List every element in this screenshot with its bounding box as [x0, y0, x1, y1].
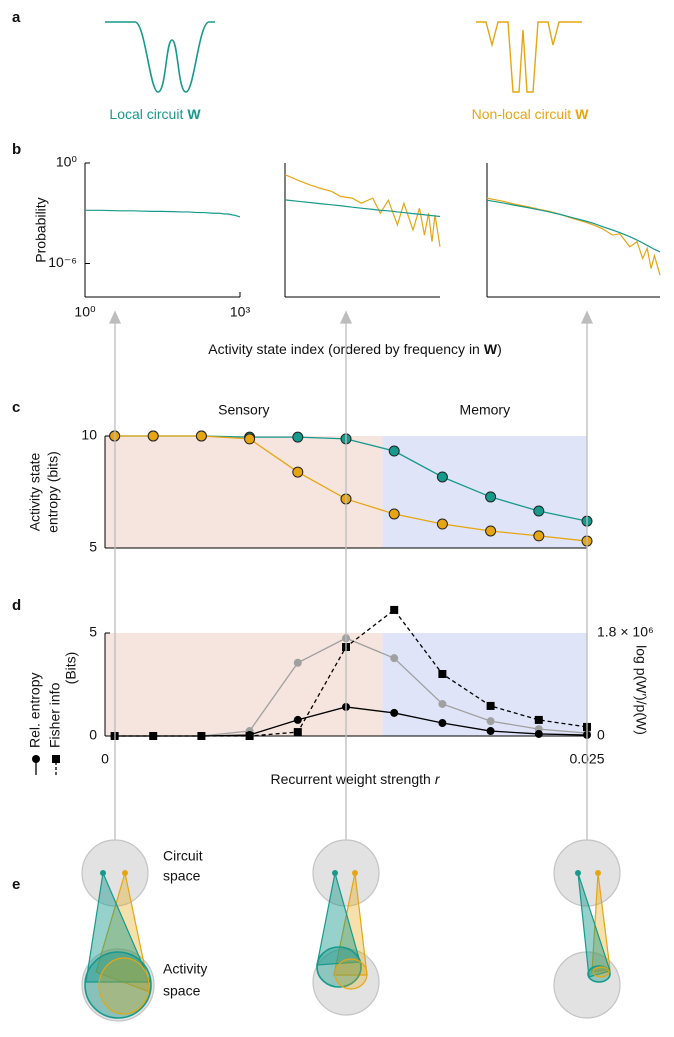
- space-diagrams: [81, 839, 621, 1022]
- marker: [438, 719, 447, 728]
- marker: [390, 654, 399, 663]
- y2-tick-label: 0: [597, 727, 605, 743]
- x-axis-label: Activity state index (ordered by frequen…: [208, 341, 501, 357]
- y-tick-label: 10⁰: [56, 154, 78, 170]
- marker: [534, 729, 543, 738]
- y-tick-label: 5: [89, 624, 97, 640]
- weight-profile: [105, 21, 215, 93]
- panel-label: d: [12, 597, 21, 614]
- series-line: [486, 197, 661, 276]
- y-axis-label: (Bits): [63, 652, 79, 685]
- circuit-label: Non-local circuit W: [472, 106, 590, 122]
- y-tick-label: 0: [89, 727, 97, 743]
- legend-marker: [52, 755, 60, 763]
- chart: [486, 163, 661, 298]
- space-label: Activity: [163, 961, 207, 977]
- charts: 10⁰ 10⁻⁶ 10⁰ 10³ Sensory Memory 5 10 0 5 0 1.8 × 10…: [48, 154, 661, 767]
- x-tick-label: 10⁰: [74, 304, 96, 320]
- label-symbol: r: [435, 771, 441, 787]
- region: [105, 436, 383, 548]
- chart: [284, 163, 441, 298]
- label-symbol: W: [484, 341, 498, 357]
- label-text: Activity state index (ordered by frequen…: [208, 341, 480, 357]
- space-label: space: [163, 868, 201, 884]
- marker: [147, 430, 159, 442]
- region-label: Sensory: [218, 402, 269, 418]
- series-line: [284, 174, 441, 247]
- y-tick-label: 5: [89, 539, 97, 555]
- marker: [149, 732, 158, 740]
- y-tick-label: 10⁻⁶: [48, 254, 77, 270]
- series-line: [85, 209, 241, 218]
- marker: [486, 701, 495, 710]
- marker: [485, 525, 497, 537]
- legend-label: Fisher info: [47, 682, 63, 748]
- weight-profile: [476, 21, 582, 93]
- marker: [388, 508, 400, 520]
- marker: [534, 715, 543, 724]
- legend-label: Rel. entropy: [27, 673, 43, 748]
- x-axis-label: Recurrent weight strength r: [271, 771, 441, 787]
- label-symbol: W: [187, 106, 201, 122]
- marker: [388, 445, 400, 457]
- region: [382, 436, 587, 548]
- marker: [438, 699, 447, 708]
- chart: Sensory Memory 5 10: [81, 402, 593, 555]
- panel-label: b: [12, 141, 21, 158]
- marker: [436, 471, 448, 483]
- chart: 10⁰ 10⁻⁶ 10⁰ 10³: [48, 154, 250, 320]
- region-label: Memory: [460, 402, 511, 418]
- y-axis-label: Probability: [33, 197, 49, 262]
- region: [105, 633, 383, 736]
- marker: [292, 466, 304, 478]
- circuit-label: Local circuit W: [109, 106, 201, 122]
- marker: [245, 730, 254, 739]
- panel-label: a: [12, 9, 21, 26]
- legend-marker: [32, 755, 40, 763]
- x-tick-label: 0: [101, 751, 109, 767]
- y-axis-label: entropy (bits): [45, 451, 61, 533]
- legend: Rel. entropy Fisher info: [27, 673, 63, 775]
- marker: [533, 530, 545, 542]
- space-label: Circuit: [163, 848, 203, 864]
- x-tick-label: 10³: [230, 304, 251, 320]
- panel-label: c: [12, 399, 20, 416]
- marker: [293, 658, 302, 667]
- marker: [485, 491, 497, 503]
- marker: [486, 717, 495, 726]
- y2-tick-label: 1.8 × 10⁶: [597, 624, 654, 640]
- region: [382, 633, 587, 736]
- space-label: space: [163, 983, 201, 999]
- series-line: [284, 199, 441, 218]
- marker: [438, 669, 447, 678]
- marker: [486, 727, 495, 736]
- marker: [436, 518, 448, 530]
- label-text: Local circuit: [109, 106, 183, 122]
- marker: [293, 728, 302, 737]
- marker: [533, 505, 545, 517]
- label-text: Non-local circuit: [472, 106, 572, 122]
- label-symbol: W: [575, 106, 589, 122]
- series-line: [486, 199, 661, 253]
- marker: [244, 433, 256, 445]
- marker: [197, 732, 206, 740]
- marker: [293, 715, 302, 724]
- marker: [390, 605, 399, 614]
- y-tick-label: 10: [81, 427, 97, 443]
- marker: [292, 431, 304, 443]
- y2-axis-label: log p(W′)/p(W): [633, 645, 649, 735]
- marker: [195, 430, 207, 442]
- label-text: Recurrent weight strength: [271, 771, 431, 787]
- label-text: ): [497, 341, 502, 357]
- panel-label: e: [12, 876, 20, 893]
- y-axis-label: Activity state: [27, 453, 43, 532]
- marker: [390, 708, 399, 717]
